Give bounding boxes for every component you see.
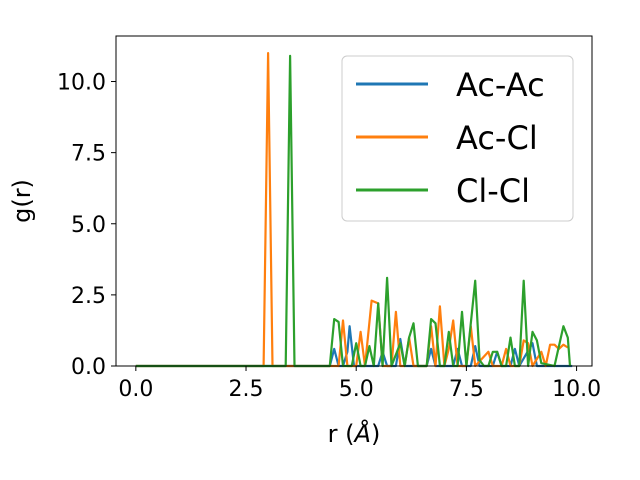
x-axis-label: r (Å) [328, 419, 381, 448]
y-axis-ticks: 0.0 2.5 5.0 7.5 10.0 [57, 71, 116, 380]
legend-box [341, 55, 574, 222]
legend-label-cl-cl: Cl-Cl [456, 172, 530, 210]
x-axis-label-unit: Å [353, 419, 371, 448]
x-tick-label: 10.0 [552, 377, 601, 402]
x-axis-ticks: 0.0 2.5 5.0 7.5 10.0 [118, 366, 601, 402]
y-tick-label: 10.0 [57, 71, 106, 96]
x-axis-label-suffix: ) [371, 420, 380, 448]
y-tick-label: 0.0 [71, 355, 106, 380]
legend: Ac-Ac Ac-Cl Cl-Cl [341, 55, 574, 222]
x-tick-label: 2.5 [229, 377, 264, 402]
legend-label-ac-ac: Ac-Ac [456, 66, 545, 104]
y-tick-label: 7.5 [71, 142, 106, 167]
x-tick-label: 7.5 [449, 377, 484, 402]
y-tick-label: 5.0 [71, 213, 106, 238]
plot-frame [115, 35, 593, 367]
legend-label-ac-cl: Ac-Cl [456, 119, 538, 157]
y-tick-label: 2.5 [71, 284, 106, 309]
y-axis-label: g(r) [8, 179, 36, 223]
x-tick-label: 5.0 [339, 377, 374, 402]
x-axis-label-prefix: r ( [328, 420, 355, 448]
x-tick-label: 0.0 [118, 377, 153, 402]
